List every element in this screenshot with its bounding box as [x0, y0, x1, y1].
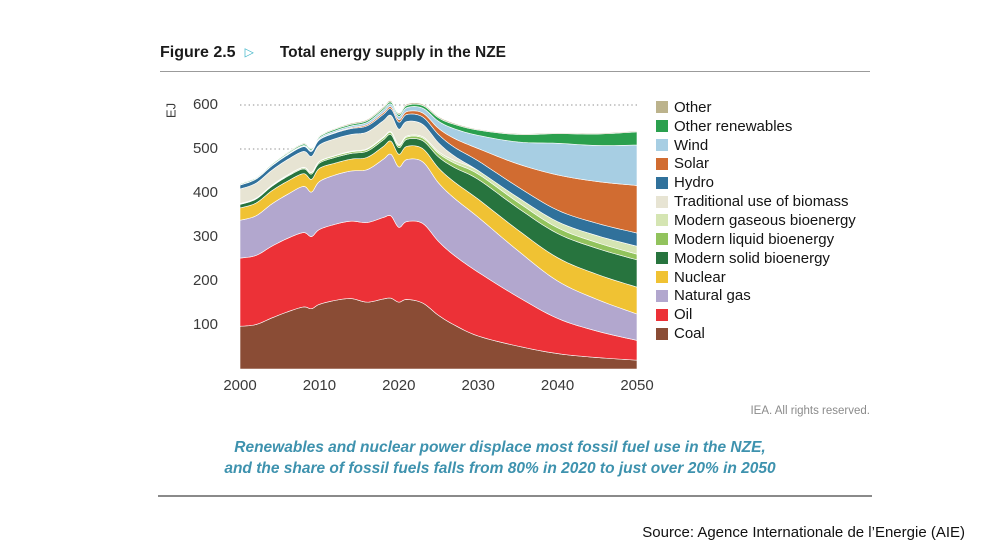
x-tick-label-2040: 2040	[540, 377, 575, 394]
y-tick-label-200: 200	[192, 271, 218, 289]
legend-swatch-icon	[656, 289, 668, 302]
legend-item-other-renewables: Other renewables	[656, 117, 856, 136]
y-tick-label-600: 600	[192, 95, 218, 113]
legend-swatch-icon	[656, 139, 668, 152]
legend-label: Wind	[674, 136, 709, 154]
legend-item-traditional-use-of-biomass: Traditional use of biomass	[656, 192, 856, 211]
legend-item-coal: Coal	[656, 324, 856, 343]
y-tick-label-100: 100	[192, 315, 218, 333]
legend-item-oil: Oil	[656, 305, 856, 324]
legend-item-modern-solid-bioenergy: Modern solid bioenergy	[656, 249, 856, 268]
legend-item-wind: Wind	[656, 136, 856, 155]
caption-line-1: Renewables and nuclear power displace mo…	[234, 439, 766, 456]
legend-label: Hydro	[674, 174, 715, 192]
area-other	[239, 100, 638, 185]
legend-swatch-icon	[656, 120, 668, 133]
x-tick-label-2020: 2020	[382, 377, 416, 394]
legend-label: Modern liquid bioenergy	[674, 230, 835, 248]
stacked-area-chart	[239, 100, 638, 370]
legend-swatch-icon	[656, 271, 668, 284]
y-tick-label-400: 400	[192, 183, 218, 201]
legend-item-modern-gaseous-bioenergy: Modern gaseous bioenergy	[656, 211, 856, 230]
legend-label: Oil	[674, 306, 693, 324]
legend-item-hydro: Hydro	[656, 173, 856, 192]
x-tick-label-2010: 2010	[302, 377, 337, 394]
y-axis-tick-labels: 600 500 400 300 200 100	[166, 0, 218, 420]
x-tick-label-2030: 2030	[461, 377, 495, 394]
legend-swatch-icon	[656, 214, 668, 227]
legend-label: Nuclear	[674, 268, 726, 286]
legend-swatch-icon	[656, 252, 668, 265]
legend-swatch-icon	[656, 195, 668, 208]
legend-label: Traditional use of biomass	[674, 193, 849, 211]
figure-header: Figure 2.5 ▷ Total energy supply in the NZ…	[160, 44, 506, 62]
figure-number: Figure 2.5	[160, 44, 236, 61]
legend-label: Modern solid bioenergy	[674, 249, 830, 267]
legend-label: Natural gas	[674, 287, 751, 305]
y-tick-label-500: 500	[192, 139, 218, 157]
caption-line-2: and the share of fossil fuels falls from…	[224, 460, 776, 477]
legend-swatch-icon	[656, 176, 668, 189]
footer-divider	[158, 495, 872, 497]
legend-item-other: Other	[656, 98, 856, 117]
legend-swatch-icon	[656, 308, 668, 321]
legend-item-modern-liquid-bioenergy: Modern liquid bioenergy	[656, 230, 856, 249]
legend-swatch-icon	[656, 101, 668, 114]
legend-item-solar: Solar	[656, 155, 856, 174]
legend-label: Modern gaseous bioenergy	[674, 211, 856, 229]
legend-label: Coal	[674, 325, 705, 343]
figure-caption: Renewables and nuclear power displace mo…	[125, 437, 875, 479]
header-divider	[160, 71, 870, 72]
source-note: Source: Agence Internationale de l’Energ…	[642, 524, 965, 541]
chart-legend: Other Other renewables Wind Solar Hydro Tradi…	[656, 98, 856, 343]
legend-label: Other renewables	[674, 117, 793, 135]
legend-swatch-icon	[656, 233, 668, 246]
x-axis-tick-labels: 2000 2010 2020 2030 2040 2050	[0, 377, 985, 397]
x-tick-label-2050: 2050	[620, 377, 654, 394]
copyright-note: IEA. All rights reserved.	[750, 405, 870, 417]
y-tick-label-300: 300	[192, 227, 218, 245]
legend-label: Solar	[674, 155, 710, 173]
x-tick-label-2000: 2000	[223, 377, 257, 394]
legend-swatch-icon	[656, 327, 668, 340]
legend-item-nuclear: Nuclear	[656, 268, 856, 287]
legend-swatch-icon	[656, 157, 668, 170]
figure-title: Total energy supply in the NZE	[279, 44, 507, 61]
legend-label: Other	[674, 98, 712, 116]
legend-item-natural-gas: Natural gas	[656, 286, 856, 305]
arrow-icon: ▷	[244, 45, 254, 59]
